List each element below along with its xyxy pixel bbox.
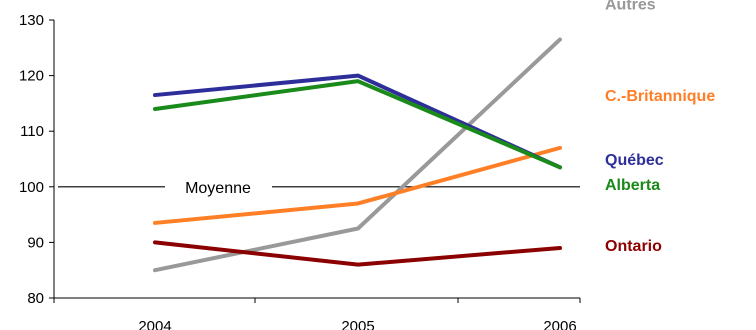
series-labels: Autres C.-Britannique Québec Alberta Ontario	[605, 0, 715, 255]
series-lines	[153, 37, 562, 273]
series-label: C.-Britannique	[605, 88, 715, 105]
series-line	[153, 73, 562, 170]
series-line	[153, 37, 562, 273]
x-tick-label: 2004	[138, 318, 171, 330]
chart-axes: 80 90 100 110 120 130 2004 2005 2006	[19, 12, 581, 330]
y-tick-label: 80	[27, 290, 44, 307]
reference-line-label: Moyenne	[185, 180, 251, 197]
y-tick-label: 130	[19, 12, 44, 29]
y-tick-label: 90	[27, 234, 44, 251]
series-label: Autres	[605, 0, 656, 13]
y-tick-label: 120	[19, 68, 44, 85]
series-line	[153, 79, 562, 170]
y-tick-label: 100	[19, 179, 44, 196]
y-tick-label: 110	[20, 123, 44, 140]
series-label: Alberta	[605, 177, 660, 194]
reference-line-group: Moyenne	[58, 180, 580, 197]
series-label: Québec	[605, 152, 664, 169]
series-label: Ontario	[605, 238, 662, 255]
x-tick-label: 2006	[543, 318, 576, 330]
series-line	[153, 240, 562, 267]
series-line	[153, 145, 562, 225]
x-tick-label: 2005	[341, 318, 374, 330]
